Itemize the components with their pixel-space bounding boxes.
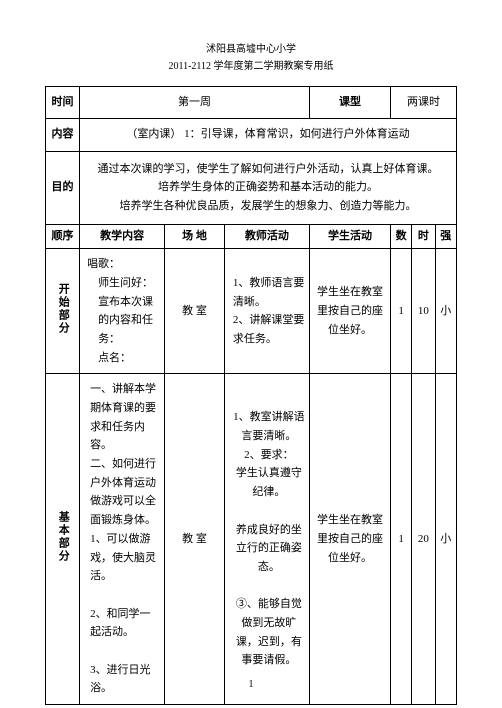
type-label: 课型	[310, 87, 391, 119]
row-content: 内容 （室内课） 1：引导课，体育常识，如何进行户外体育运动	[46, 119, 457, 151]
type-value: 两课时	[390, 87, 456, 119]
row-column-headers: 顺序 教学内容 场 地 教师活动 学生活动 数 时 强	[46, 224, 457, 248]
page-number: 1	[0, 679, 502, 690]
goal-value: 通过本次课的学习，使学生了解如何进行户外活动，认真上好体育课。 培养学生身体的正…	[80, 151, 457, 224]
section2-label: 基本部分	[55, 511, 70, 563]
row-goal: 目的 通过本次课的学习，使学生了解如何进行户外活动，认真上好体育课。 培养学生身…	[46, 151, 457, 224]
time-value: 第一周	[80, 87, 310, 119]
section1-time: 10	[412, 249, 435, 374]
section1-student: 学生坐在教室里按自己的座位坐好。	[310, 249, 391, 374]
section2-intensity: 小	[435, 374, 456, 705]
row-time: 时间 第一周 课型 两课时	[46, 87, 457, 119]
section2-teacher: 1、教室讲解语言要清晰。 2、要求： 学生认真遵守纪律。 养成良好的坐立行的正确…	[224, 374, 309, 705]
header-school: 沭阳县高墟中心小学	[45, 40, 457, 55]
content-label: 内容	[46, 119, 80, 151]
row-section-basic: 基本部分 一、讲解本学期体育课的要求和任务内容。 二、如何进行户外体育运动做游戏…	[46, 374, 457, 705]
section2-label-cell: 基本部分	[46, 374, 80, 705]
time-label: 时间	[46, 87, 80, 119]
row-section-start: 开始部分 唱歌： 师生问好： 宣布本次课的内容和任务： 点名： 教 室 1、教师…	[46, 249, 457, 374]
section2-time: 20	[412, 374, 435, 705]
section1-teach-content: 唱歌： 师生问好： 宣布本次课的内容和任务： 点名：	[80, 249, 165, 374]
section2-student: 学生坐在教室里按自己的座位坐好。	[310, 374, 391, 705]
section2-place: 教 室	[165, 374, 225, 705]
header-subtitle: 2011-2112 学年度第二学期教案专用纸	[45, 57, 457, 72]
section1-place: 教 室	[165, 249, 225, 374]
lesson-plan-table: 时间 第一周 课型 两课时 内容 （室内课） 1：引导课，体育常识，如何进行户外…	[45, 86, 457, 705]
col-student: 学生活动	[310, 224, 391, 248]
section1-teacher: 1、教师语言要清晰。 2、讲解课堂要求任务。	[224, 249, 309, 374]
col-teach-content: 教学内容	[80, 224, 165, 248]
goal-label: 目的	[46, 151, 80, 224]
col-teacher: 教师活动	[224, 224, 309, 248]
col-order: 顺序	[46, 224, 80, 248]
section1-label-cell: 开始部分	[46, 249, 80, 374]
section2-teach-content: 一、讲解本学期体育课的要求和任务内容。 二、如何进行户外体育运动做游戏可以全面锻…	[80, 374, 165, 705]
col-count: 数	[390, 224, 411, 248]
section2-count: 1	[390, 374, 411, 705]
col-time: 时	[412, 224, 435, 248]
col-intensity: 强	[435, 224, 456, 248]
content-value: （室内课） 1：引导课，体育常识，如何进行户外体育运动	[80, 119, 457, 151]
col-place: 场 地	[165, 224, 225, 248]
section1-count: 1	[390, 249, 411, 374]
section1-label: 开始部分	[55, 283, 70, 335]
section1-intensity: 小	[435, 249, 456, 374]
